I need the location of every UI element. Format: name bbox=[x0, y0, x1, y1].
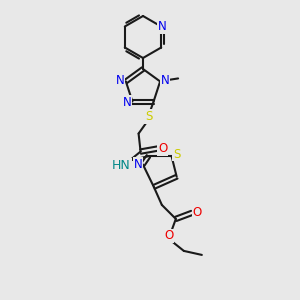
Text: N: N bbox=[123, 96, 132, 109]
Text: O: O bbox=[158, 142, 167, 155]
Text: N: N bbox=[134, 158, 142, 171]
Text: N: N bbox=[161, 74, 170, 87]
Text: O: O bbox=[192, 206, 202, 219]
Text: S: S bbox=[145, 110, 152, 123]
Text: HN: HN bbox=[112, 159, 131, 172]
Text: N: N bbox=[158, 20, 167, 33]
Text: O: O bbox=[164, 230, 173, 242]
Text: N: N bbox=[116, 74, 124, 87]
Text: S: S bbox=[173, 148, 180, 161]
